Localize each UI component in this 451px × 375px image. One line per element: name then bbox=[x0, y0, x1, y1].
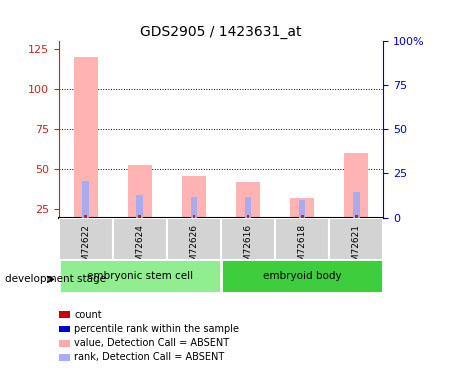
Text: development stage: development stage bbox=[5, 274, 106, 284]
Bar bbox=[299, 200, 305, 217]
FancyBboxPatch shape bbox=[167, 217, 221, 262]
Text: value, Detection Call = ABSENT: value, Detection Call = ABSENT bbox=[74, 338, 230, 348]
Text: count: count bbox=[74, 310, 102, 320]
Text: GSM72622: GSM72622 bbox=[81, 224, 90, 273]
FancyBboxPatch shape bbox=[113, 217, 167, 262]
Bar bbox=[83, 181, 89, 218]
Bar bbox=[128, 165, 152, 218]
FancyBboxPatch shape bbox=[59, 259, 221, 292]
Bar bbox=[344, 153, 368, 218]
Bar bbox=[84, 215, 87, 217]
FancyBboxPatch shape bbox=[329, 217, 383, 262]
Text: GSM72626: GSM72626 bbox=[189, 224, 198, 273]
Title: GDS2905 / 1423631_at: GDS2905 / 1423631_at bbox=[140, 25, 302, 39]
Text: embryoid body: embryoid body bbox=[263, 271, 341, 280]
FancyBboxPatch shape bbox=[59, 217, 113, 262]
Bar bbox=[137, 195, 143, 217]
Bar bbox=[355, 215, 358, 217]
Text: rank, Detection Call = ABSENT: rank, Detection Call = ABSENT bbox=[74, 352, 225, 362]
Bar bbox=[191, 196, 197, 217]
Text: GSM72616: GSM72616 bbox=[244, 224, 253, 273]
Text: GSM72618: GSM72618 bbox=[298, 224, 307, 273]
Bar bbox=[138, 215, 141, 217]
FancyBboxPatch shape bbox=[275, 217, 329, 262]
FancyBboxPatch shape bbox=[221, 217, 275, 262]
Bar bbox=[353, 192, 359, 217]
Bar bbox=[290, 198, 314, 217]
Text: percentile rank within the sample: percentile rank within the sample bbox=[74, 324, 239, 334]
Text: GSM72624: GSM72624 bbox=[135, 224, 144, 273]
Bar bbox=[301, 215, 304, 217]
Bar bbox=[182, 176, 206, 218]
Bar bbox=[74, 57, 98, 217]
Bar bbox=[236, 182, 260, 218]
Bar bbox=[193, 215, 195, 217]
Bar bbox=[247, 215, 249, 217]
Text: GSM72621: GSM72621 bbox=[352, 224, 361, 273]
Bar bbox=[245, 196, 251, 217]
FancyBboxPatch shape bbox=[221, 259, 383, 292]
Text: embryonic stem cell: embryonic stem cell bbox=[87, 271, 193, 280]
